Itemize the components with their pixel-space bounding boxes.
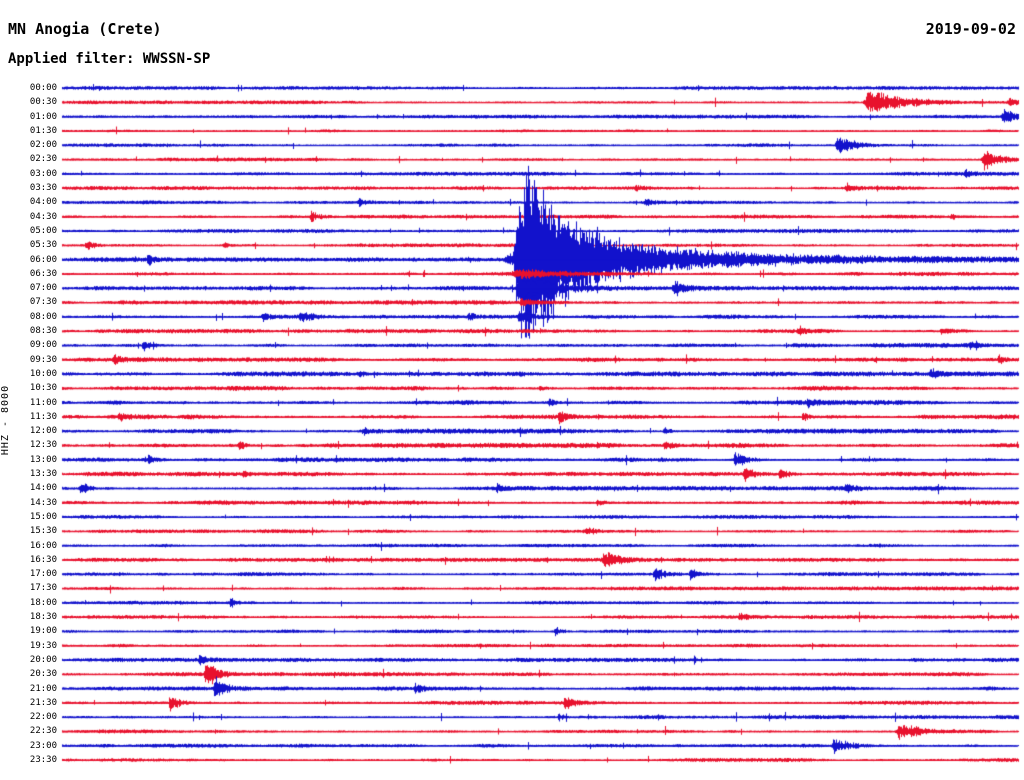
time-label: 23:30 xyxy=(29,755,57,765)
time-label: 07:00 xyxy=(29,283,57,294)
time-label: 12:30 xyxy=(29,440,57,451)
time-label: 19:30 xyxy=(29,640,57,651)
time-label: 04:30 xyxy=(29,211,57,222)
time-label: 16:30 xyxy=(29,554,57,565)
time-label: 15:30 xyxy=(29,526,57,537)
time-label: 23:00 xyxy=(29,740,57,751)
time-label: 08:00 xyxy=(29,311,57,322)
time-label: 06:00 xyxy=(29,254,57,265)
time-label: 17:30 xyxy=(29,583,57,594)
time-label: 07:30 xyxy=(29,297,57,308)
time-label: 01:30 xyxy=(29,125,57,136)
time-label: 05:30 xyxy=(29,240,57,251)
time-label: 08:30 xyxy=(29,326,57,337)
time-label: 20:00 xyxy=(29,654,57,665)
time-label: 01:00 xyxy=(29,111,57,122)
time-label: 11:00 xyxy=(29,397,57,408)
time-label: 03:30 xyxy=(29,183,57,194)
time-label: 05:00 xyxy=(29,225,57,236)
time-label: 22:30 xyxy=(29,726,57,737)
time-label: 09:30 xyxy=(29,354,57,365)
time-label: 03:00 xyxy=(29,168,57,179)
time-label: 18:00 xyxy=(29,597,57,608)
time-label: 09:00 xyxy=(29,340,57,351)
time-label: 20:30 xyxy=(29,669,57,680)
time-label: 13:00 xyxy=(29,454,57,465)
time-label: 21:00 xyxy=(29,683,57,694)
time-label: 21:30 xyxy=(29,697,57,708)
time-label: 10:30 xyxy=(29,383,57,394)
time-label: 00:00 xyxy=(29,83,57,93)
time-label: 10:00 xyxy=(29,368,57,379)
time-label: 17:00 xyxy=(29,569,57,580)
time-label: 14:00 xyxy=(29,483,57,494)
time-label: 22:00 xyxy=(29,712,57,723)
time-label: 11:30 xyxy=(29,411,57,422)
time-label: 06:30 xyxy=(29,268,57,279)
time-label: 19:00 xyxy=(29,626,57,637)
time-label: 18:30 xyxy=(29,612,57,623)
time-label: 16:00 xyxy=(29,540,57,551)
time-label: 12:00 xyxy=(29,426,57,437)
time-label: 14:30 xyxy=(29,497,57,508)
time-label: 15:00 xyxy=(29,511,57,522)
time-label: 02:00 xyxy=(29,140,57,151)
time-label: 04:00 xyxy=(29,197,57,208)
time-label: 02:30 xyxy=(29,154,57,165)
time-label: 00:30 xyxy=(29,97,57,108)
time-label: 13:30 xyxy=(29,469,57,480)
